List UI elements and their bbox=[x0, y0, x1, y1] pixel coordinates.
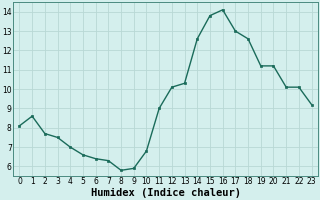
X-axis label: Humidex (Indice chaleur): Humidex (Indice chaleur) bbox=[91, 188, 241, 198]
